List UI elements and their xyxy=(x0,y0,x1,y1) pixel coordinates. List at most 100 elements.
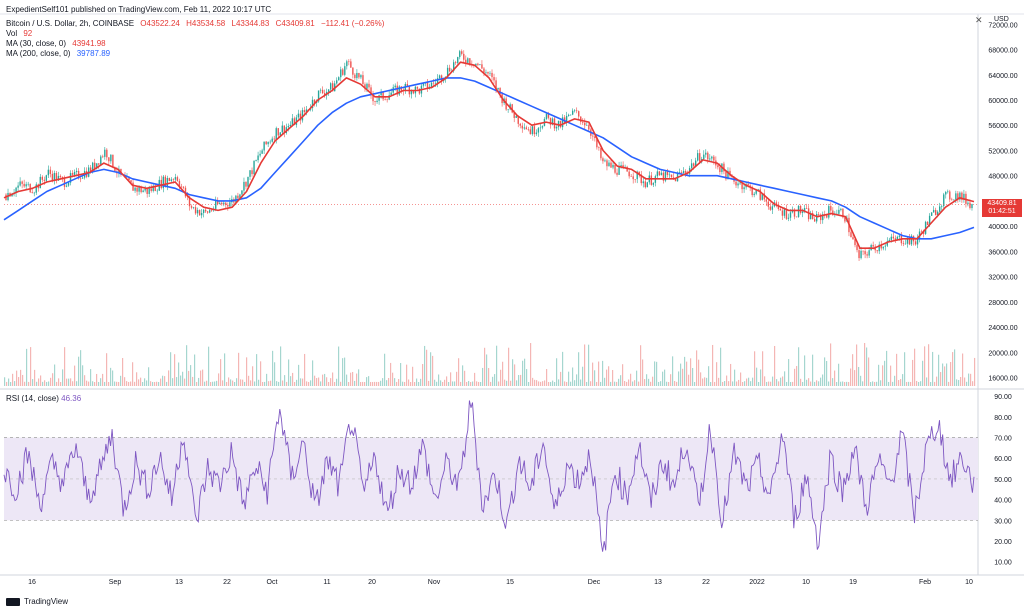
time-axis-tick: 13 xyxy=(175,579,183,586)
ma200-legend[interactable]: MA (200, close, 0) 39787.89 xyxy=(6,49,114,59)
volume-bar xyxy=(158,381,160,386)
volume-bar xyxy=(904,352,906,386)
low-value: L43344.83 xyxy=(231,19,270,28)
volume-bar xyxy=(512,359,514,386)
volume-bar xyxy=(12,373,14,386)
volume-bar xyxy=(96,373,98,386)
candle-body xyxy=(769,206,772,210)
volume-bar xyxy=(878,364,880,386)
volume-bar xyxy=(738,379,740,386)
candle-body xyxy=(832,210,834,216)
volume-bar xyxy=(284,375,286,386)
candle-body xyxy=(828,206,830,218)
volume-bar xyxy=(262,381,264,386)
symbol-legend[interactable]: Bitcoin / U.S. Dollar, 2h, COINBASE O435… xyxy=(6,19,388,29)
time-axis-tick: 15 xyxy=(506,579,514,586)
candle-body xyxy=(297,113,300,118)
volume-bar xyxy=(54,364,56,386)
volume-bar xyxy=(338,346,340,386)
volume-bar xyxy=(356,373,358,386)
volume-bar xyxy=(276,381,278,386)
candle-body xyxy=(291,118,294,125)
volume-bar xyxy=(406,364,408,386)
volume-bar xyxy=(758,381,760,386)
candle-body xyxy=(223,202,225,205)
volume-bar xyxy=(334,381,336,386)
candle-body xyxy=(586,125,588,126)
candle-body xyxy=(491,72,493,78)
candle-body xyxy=(241,190,243,195)
rsi-axis-tick: 40.00 xyxy=(994,498,1012,505)
volume-bar xyxy=(188,370,190,386)
volume-bar xyxy=(620,375,622,386)
candle-body xyxy=(666,171,669,176)
candle-body xyxy=(352,67,354,75)
volume-bar xyxy=(668,381,670,386)
candle-body xyxy=(592,135,594,137)
volume-bar xyxy=(644,379,646,386)
volume-bar xyxy=(266,373,268,386)
candle-body xyxy=(842,208,844,218)
candle-body xyxy=(106,149,108,158)
volume-legend[interactable]: Vol 92 xyxy=(6,29,36,39)
volume-bar xyxy=(464,370,466,386)
candle-body xyxy=(551,118,554,125)
volume-bar xyxy=(30,347,32,386)
candle-body xyxy=(930,212,933,216)
time-axis-tick: 20 xyxy=(368,579,376,586)
volume-bar xyxy=(264,381,266,386)
volume-bar xyxy=(590,381,592,386)
volume-bar xyxy=(938,354,940,386)
candle-body xyxy=(178,180,181,187)
rsi-legend[interactable]: RSI (14, close) 46.36 xyxy=(6,394,81,403)
ma30-legend[interactable]: MA (30, close, 0) 43941.98 xyxy=(6,39,110,49)
candle-body xyxy=(92,162,94,173)
volume-bar xyxy=(610,381,612,386)
volume-bar xyxy=(790,381,792,386)
volume-bar xyxy=(838,363,840,386)
candle-body xyxy=(31,192,33,193)
volume-bar xyxy=(446,376,448,386)
candle-body xyxy=(342,69,344,75)
candle-body xyxy=(533,126,536,135)
footer-brand[interactable]: TradingView xyxy=(6,597,68,606)
candle-body xyxy=(531,126,534,135)
volume-bar xyxy=(18,377,20,386)
candle-body xyxy=(166,177,169,187)
candle-body xyxy=(680,172,683,174)
candle-body xyxy=(311,99,314,109)
volume-bar xyxy=(564,381,566,386)
volume-value: 92 xyxy=(23,29,33,38)
candle-body xyxy=(511,104,513,113)
candle-body xyxy=(910,235,913,245)
volume-bar xyxy=(576,374,578,386)
close-value: C43409.81 xyxy=(275,19,315,28)
volume-bar xyxy=(858,366,860,386)
volume-bar xyxy=(502,361,504,386)
volume-bar xyxy=(352,371,354,386)
volume-bar xyxy=(308,381,310,386)
volume-bar xyxy=(156,381,158,386)
candle-body xyxy=(749,185,751,187)
volume-bar xyxy=(716,362,718,386)
time-axis-tick: Dec xyxy=(588,579,601,586)
volume-bar xyxy=(174,354,176,386)
candle-body xyxy=(801,211,804,213)
volume-bar xyxy=(220,359,222,386)
candle-body xyxy=(668,174,671,176)
candle-body xyxy=(684,171,687,173)
last-price-tag: 43409.81 01:42:51 xyxy=(982,199,1022,217)
volume-bar xyxy=(390,362,392,386)
candle-body xyxy=(822,214,824,221)
volume-bar xyxy=(756,367,758,386)
volume-bar xyxy=(16,370,18,386)
price-axis-tick: 56000.00 xyxy=(988,123,1017,130)
candle-body xyxy=(140,187,142,193)
candle-body xyxy=(448,67,451,72)
close-icon[interactable]: ✕ xyxy=(975,15,983,25)
volume-bar xyxy=(918,382,920,386)
candle-body xyxy=(571,110,574,115)
candle-body xyxy=(884,245,886,247)
candle-body xyxy=(277,128,279,136)
